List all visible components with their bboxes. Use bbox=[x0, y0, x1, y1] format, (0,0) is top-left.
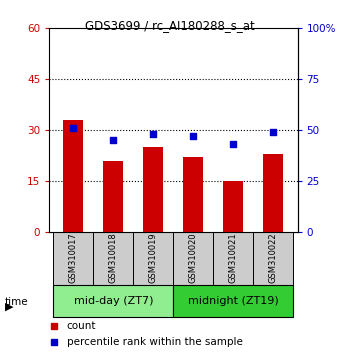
Point bbox=[71, 125, 76, 131]
FancyBboxPatch shape bbox=[53, 232, 94, 285]
Text: GSM310019: GSM310019 bbox=[149, 232, 158, 282]
Bar bbox=[183, 157, 203, 232]
FancyBboxPatch shape bbox=[173, 285, 293, 316]
FancyBboxPatch shape bbox=[214, 232, 253, 285]
Text: midnight (ZT19): midnight (ZT19) bbox=[188, 296, 279, 306]
Text: GSM310018: GSM310018 bbox=[109, 232, 118, 283]
Bar bbox=[63, 120, 83, 232]
Text: GDS3699 / rc_AI180288_s_at: GDS3699 / rc_AI180288_s_at bbox=[85, 19, 255, 33]
FancyBboxPatch shape bbox=[53, 285, 173, 316]
FancyBboxPatch shape bbox=[173, 232, 214, 285]
Text: GSM310022: GSM310022 bbox=[269, 232, 278, 282]
Text: GSM310017: GSM310017 bbox=[69, 232, 78, 283]
Text: GSM310021: GSM310021 bbox=[229, 232, 238, 282]
FancyBboxPatch shape bbox=[133, 232, 173, 285]
Text: time: time bbox=[5, 297, 29, 307]
Point bbox=[231, 142, 236, 147]
Point bbox=[191, 133, 196, 139]
Bar bbox=[103, 161, 123, 232]
Bar bbox=[143, 147, 164, 232]
Text: percentile rank within the sample: percentile rank within the sample bbox=[67, 337, 242, 347]
Text: count: count bbox=[67, 321, 96, 331]
FancyBboxPatch shape bbox=[94, 232, 133, 285]
Point bbox=[271, 129, 276, 135]
Bar bbox=[223, 181, 243, 232]
Bar bbox=[264, 154, 284, 232]
Text: GSM310020: GSM310020 bbox=[189, 232, 198, 282]
Text: mid-day (ZT7): mid-day (ZT7) bbox=[73, 296, 153, 306]
Point bbox=[110, 137, 116, 143]
Point bbox=[151, 131, 156, 137]
FancyBboxPatch shape bbox=[253, 232, 293, 285]
Text: ▶: ▶ bbox=[5, 302, 14, 312]
